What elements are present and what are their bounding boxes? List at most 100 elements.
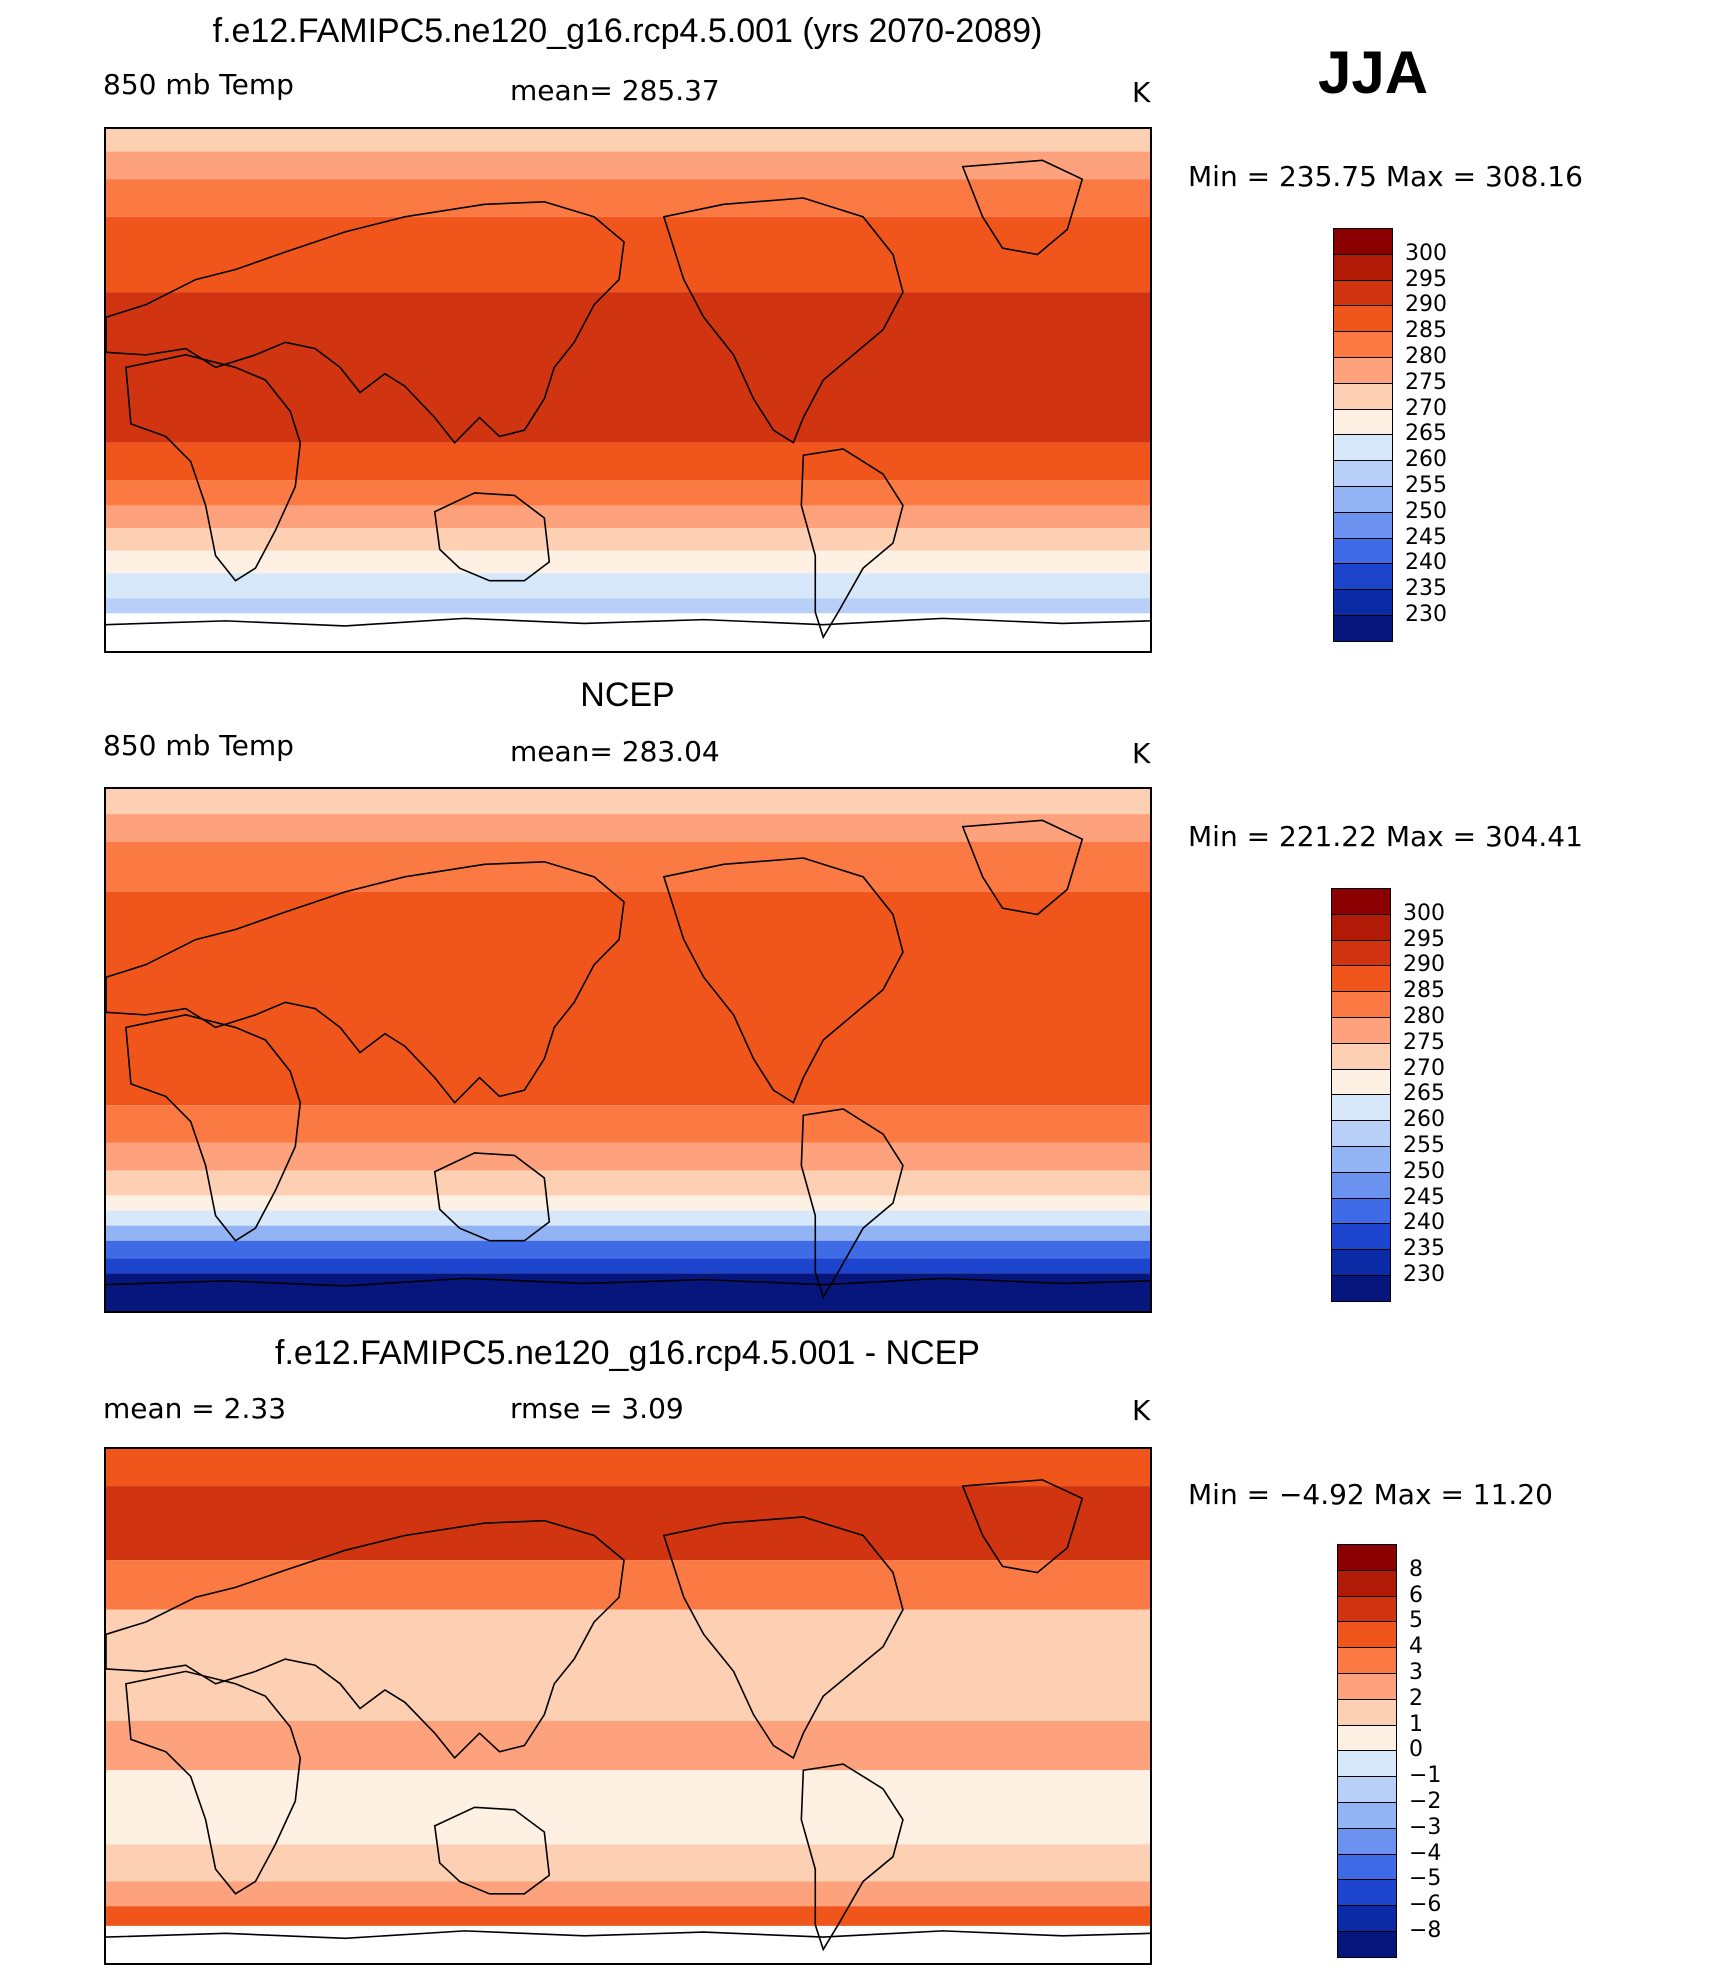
panel-1-colorbar: 300 295 290 285 280 275 270 265 260 255 250 245 240 2… (1333, 228, 1493, 642)
panel-2-map (104, 787, 1152, 1313)
colorbar-label: 260 (1405, 447, 1447, 473)
temperature-band (106, 573, 1150, 599)
colorbar-swatch (1331, 1223, 1391, 1251)
colorbar-swatch (1333, 253, 1393, 281)
colorbar-swatch (1331, 1197, 1391, 1225)
colorbar-label: −2 (1409, 1789, 1442, 1814)
colorbar-swatch (1331, 1017, 1391, 1044)
colorbar-swatch (1337, 1905, 1397, 1932)
colorbar-swatch (1331, 1275, 1391, 1302)
temperature-band (106, 1170, 1150, 1196)
colorbar-label: 255 (1403, 1133, 1445, 1158)
temperature-band (106, 550, 1150, 574)
colorbar-swatch (1337, 1621, 1397, 1649)
temperature-band (106, 480, 1150, 506)
colorbar-swatch (1333, 589, 1393, 616)
temperature-band (106, 814, 1150, 842)
continent-outline (435, 1807, 550, 1893)
colorbar-swatch (1333, 563, 1393, 591)
temperature-band (106, 1105, 1150, 1143)
colorbar-label: 265 (1403, 1081, 1445, 1107)
continent-outline (435, 1153, 550, 1241)
colorbar-swatch (1337, 1673, 1397, 1700)
panel-3-title: f.e12.FAMIPC5.ne120_g16.rcp4.5.001 - NCE… (275, 1334, 980, 1372)
colorbar-swatch (1331, 1146, 1391, 1173)
colorbar-swatch (1337, 1544, 1397, 1571)
panel-2-minmax: Min = 221.22 Max = 304.41 (1188, 820, 1583, 853)
colorbar-label: 275 (1403, 1029, 1445, 1055)
temperature-band (106, 179, 1150, 217)
colorbar-swatch (1333, 615, 1393, 642)
temperature-band (106, 1560, 1150, 1610)
colorbar-label: −3 (1409, 1814, 1442, 1840)
colorbar-label: −5 (1409, 1866, 1442, 1892)
colorbar-label: 270 (1405, 395, 1447, 421)
colorbar-label: 265 (1405, 421, 1447, 447)
temperature-band (106, 505, 1150, 529)
colorbar-label: 270 (1403, 1055, 1445, 1081)
panel-1-variable-label: 850 mb Temp (103, 68, 294, 101)
continent-outline (963, 160, 1083, 254)
colorbar-swatch (1337, 1647, 1397, 1674)
continent-outline (801, 1764, 903, 1949)
temperature-band (106, 1273, 1150, 1311)
temperature-band (106, 151, 1150, 180)
panel-1-map (104, 127, 1152, 653)
colorbar-label: 300 (1403, 900, 1445, 926)
continent-outline (126, 1671, 300, 1893)
temperature-band (106, 1225, 1150, 1241)
panel-2-units: K (1132, 737, 1151, 770)
continent-outline (801, 449, 903, 637)
colorbar-swatch (1333, 408, 1393, 436)
continent-outline (664, 858, 903, 1103)
colorbar-swatch (1337, 1724, 1397, 1752)
temperature-band (106, 528, 1150, 551)
temperature-band (106, 1486, 1150, 1561)
panel-2-colorbar: 300 295 290 285 280 275 270 265 260 255 250 245 240 2… (1331, 888, 1491, 1302)
colorbar-swatch (1337, 1698, 1397, 1726)
colorbar-label: 255 (1405, 473, 1447, 498)
temperature-band (106, 1142, 1150, 1171)
colorbar-swatch (1331, 965, 1391, 993)
colorbar-swatch (1337, 1802, 1397, 1829)
temperature-band (106, 1240, 1150, 1259)
colorbar-label: 230 (1405, 602, 1447, 627)
temperature-band (106, 613, 1150, 651)
continent-outline (126, 355, 300, 581)
colorbar-label: 240 (1403, 1210, 1445, 1236)
colorbar-swatch (1331, 1094, 1391, 1122)
temperature-band (106, 1770, 1150, 1845)
colorbar-label: 290 (1403, 952, 1445, 978)
colorbar-swatch (1337, 1931, 1397, 1958)
colorbar-swatch (1333, 434, 1393, 462)
colorbar-label: 8 (1409, 1556, 1423, 1582)
colorbar-swatch (1331, 1120, 1391, 1147)
temperature-band (106, 1258, 1150, 1274)
colorbar-label: 240 (1405, 550, 1447, 576)
colorbar-swatch (1331, 991, 1391, 1018)
colorbar-swatch (1333, 460, 1393, 487)
colorbar-swatch (1337, 1879, 1397, 1907)
colorbar-swatch (1337, 1595, 1397, 1623)
season-label: JJA (1318, 39, 1429, 106)
colorbar-label: 300 (1405, 240, 1447, 266)
colorbar-label: 260 (1403, 1107, 1445, 1133)
temperature-band (106, 1609, 1150, 1721)
panel-3-mean-label: mean = 2.33 (103, 1392, 287, 1425)
continent-outline (106, 1521, 624, 1758)
colorbar-label: 3 (1409, 1660, 1423, 1685)
continent-outline (664, 198, 903, 443)
temperature-band (106, 1720, 1150, 1771)
temperature-band (106, 1906, 1150, 1926)
continent-outline (126, 1015, 300, 1241)
temperature-band (106, 292, 1150, 443)
colorbar-swatch (1337, 1776, 1397, 1803)
colorbar-label: 280 (1405, 344, 1447, 369)
colorbar-label: 2 (1409, 1685, 1423, 1711)
map-canvas (106, 1449, 1150, 1963)
colorbar-swatch (1333, 537, 1393, 565)
colorbar-swatch (1333, 331, 1393, 358)
colorbar-swatch (1333, 486, 1393, 513)
colorbar-label: 1 (1409, 1711, 1423, 1737)
colorbar-swatch (1331, 1171, 1391, 1199)
